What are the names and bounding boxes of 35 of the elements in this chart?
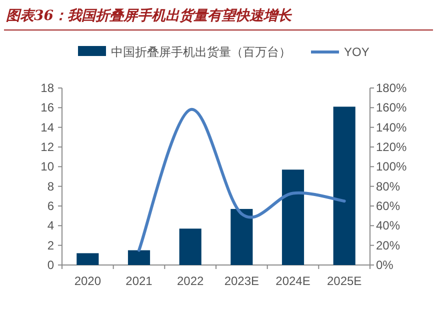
x-tick-label: 2021 [126,274,153,288]
bar [230,208,253,265]
y-tick-label: 12 [40,140,54,154]
bar [179,228,202,265]
bar [128,250,150,265]
x-tick-label: 2023E [224,274,260,288]
y-tick-label: 10 [40,160,54,174]
x-tick-label: 2024E [276,274,310,288]
x-tick-label: 2025E [326,274,362,288]
bar [333,106,356,265]
bar [76,253,99,265]
y-tick-label: 8 [47,179,54,194]
y-tick-label: 6 [47,199,54,213]
y-tick-label: 14 [40,120,54,134]
y-tick-label: 0 [47,258,54,272]
legend-label: 中国折叠屏手机出货量（百万台） [111,45,291,59]
chart-title: 图表36：我国折叠屏手机出货量有望快速增长 [6,7,292,24]
y-tick-label: 18 [40,81,54,95]
legend-label: YOY [344,45,370,59]
y-tick-label: 16 [40,100,54,115]
y2-tick-label: 20% [376,238,400,252]
y-tick-label: 2 [47,238,54,252]
y2-tick-label: 60% [376,199,400,213]
y2-tick-label: 120% [376,140,408,154]
x-tick-label: 2020 [74,274,102,288]
bar [282,170,304,265]
x-tick-label: 2022 [176,274,204,288]
y2-tick-label: 40% [376,218,400,233]
y2-tick-label: 80% [376,179,400,194]
y2-tick-label: 0% [376,258,394,272]
y2-tick-label: 160% [376,100,408,115]
y2-tick-label: 100% [376,160,408,174]
y-tick-label: 4 [47,218,54,233]
y2-tick-label: 140% [376,120,408,134]
y2-tick-label: 180% [376,81,408,95]
